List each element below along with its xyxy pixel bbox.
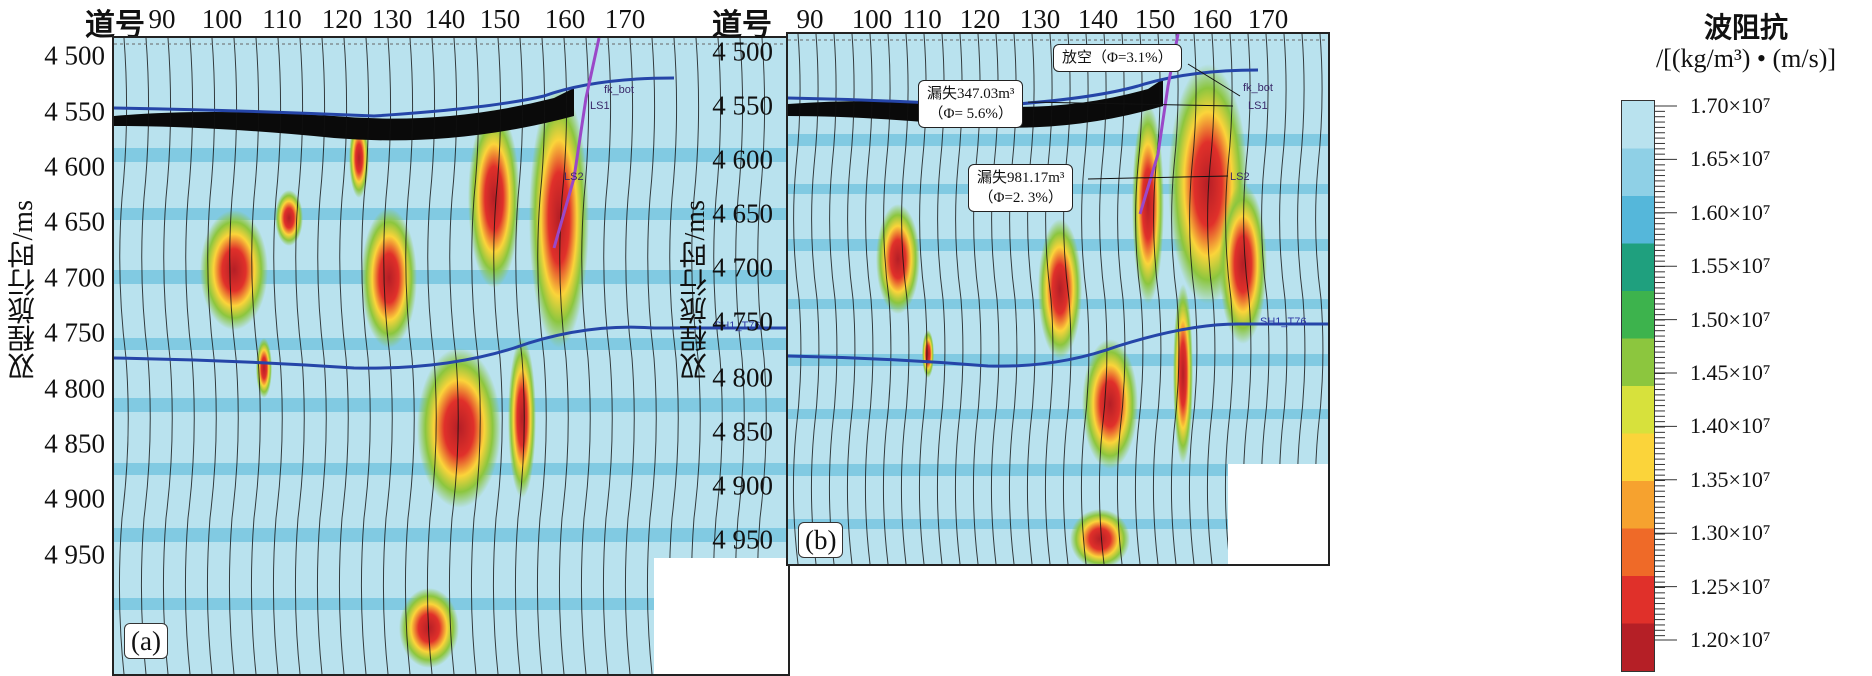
trace-tick: 90 xyxy=(796,4,824,34)
y-tick: 4 750 xyxy=(712,306,773,337)
trace-tick: 110 xyxy=(262,4,302,34)
colorbar-label: 1.65×10⁷ xyxy=(1690,146,1771,172)
colorbar-title-1: 波阻抗 xyxy=(1703,13,1788,44)
y-tick: 4 800 xyxy=(712,362,773,393)
callout-loss-2: 漏失981.17m³ （Φ=2. 3%） xyxy=(968,164,1074,212)
strong-reflector xyxy=(114,88,574,141)
y-tick: 4 550 xyxy=(712,90,773,121)
colorbar-label: 1.60×10⁷ xyxy=(1690,199,1771,225)
well-trajectory xyxy=(552,38,601,249)
trace-tick: 140 xyxy=(1077,4,1119,34)
trace-tick: 150 xyxy=(479,4,521,34)
panel-letter-b: (b) xyxy=(798,522,844,558)
trace-tick: 170 xyxy=(604,4,646,34)
trace-tick: 160 xyxy=(1191,4,1233,34)
horizon-label-b: SH1_T76 xyxy=(1260,316,1307,328)
seismic-section-b: fk_bot LS1 LS2 SH1_T76 放空（Φ=3.1%） 漏失347.… xyxy=(786,32,1330,566)
well-label-ls1: LS1 xyxy=(590,100,610,112)
no-data-region xyxy=(654,558,788,674)
trace-axis-header-b: 道号 xyxy=(712,9,772,42)
trace-tick: 170 xyxy=(1247,4,1289,34)
impedance-image-a xyxy=(114,38,788,674)
trace-tick: 160 xyxy=(544,4,586,34)
trace-tick: 110 xyxy=(902,4,942,34)
y-tick: 4 600 xyxy=(44,151,105,182)
y-tick: 4 550 xyxy=(44,96,105,127)
colorbar-label: 1.70×10⁷ xyxy=(1690,93,1771,118)
y-tick: 4 850 xyxy=(44,428,105,459)
y-tick: 4 650 xyxy=(44,206,105,237)
trace-tick: 150 xyxy=(1134,4,1176,34)
callout-leader-2 xyxy=(1027,101,1234,107)
callout-leader-1 xyxy=(1187,63,1241,97)
colorbar-label: 1.20×10⁷ xyxy=(1690,627,1771,652)
callout-line: 漏失981.17m³ xyxy=(977,170,1065,186)
y-tick: 4 950 xyxy=(44,539,105,570)
callout-line: 漏失347.03m³ xyxy=(927,86,1015,102)
y-tick: 4 600 xyxy=(712,144,773,175)
well-label-ls2: LS2 xyxy=(1230,171,1250,183)
trace-tick: 140 xyxy=(424,4,466,34)
y-tick: 4 750 xyxy=(44,317,105,348)
colorbar-title-2: /[(kg/m³) • (m/s)] xyxy=(1655,44,1837,73)
y-tick: 4 800 xyxy=(44,373,105,404)
y-tick: 4 950 xyxy=(712,524,773,555)
colorbar-label: 1.45×10⁷ xyxy=(1690,360,1771,385)
callout-loss-1: 漏失347.03m³ （Φ= 5.6%） xyxy=(918,80,1024,128)
trace-tick: 90 xyxy=(148,4,176,34)
y-tick: 4 900 xyxy=(712,470,773,501)
seismic-traces xyxy=(118,38,767,674)
well-label-fk-bot: fk_bot xyxy=(604,84,634,96)
y-tick: 4 500 xyxy=(712,36,773,67)
y-tick: 4 700 xyxy=(712,252,773,283)
colorbar xyxy=(1621,100,1655,672)
callout-line: （Φ=2. 3%） xyxy=(978,190,1063,206)
trace-tick: 120 xyxy=(321,4,363,34)
callout-blowout: 放空（Φ=3.1%） xyxy=(1053,44,1182,72)
panel-a: 道号 90 100 110 120 130 140 150 160 170 双程… xyxy=(0,0,800,676)
trace-tick: 100 xyxy=(851,4,893,34)
y-tick: 4 900 xyxy=(44,483,105,514)
colorbar-label: 1.35×10⁷ xyxy=(1690,466,1771,492)
colorbar-label: 1.55×10⁷ xyxy=(1690,253,1771,279)
colorbar-label: 1.30×10⁷ xyxy=(1690,520,1771,546)
trace-tick: 100 xyxy=(201,4,243,34)
panel-letter-a: (a) xyxy=(124,623,168,659)
seismic-section-a: fk_bot LS1 LS2 SH1_T76 (a) xyxy=(112,36,790,676)
horizon-t76-b xyxy=(788,322,1328,368)
panel-b: 道号 90 100 110 120 130 140 150 160 170 xyxy=(796,0,1600,676)
horizon-label: SH1_T76 xyxy=(714,320,761,332)
callout-line: （Φ= 5.6%） xyxy=(928,106,1013,122)
colorbar-label: 1.40×10⁷ xyxy=(1690,413,1771,439)
no-data-region-b xyxy=(1228,464,1328,564)
horizon-top-b xyxy=(788,68,1259,108)
colorbar-label: 1.25×10⁷ xyxy=(1690,573,1771,599)
trace-tick: 130 xyxy=(371,4,413,34)
trace-tick: 120 xyxy=(959,4,1001,34)
y-tick: 4 500 xyxy=(44,40,105,71)
well-label-fk-bot: fk_bot xyxy=(1243,82,1273,94)
y-tick: 4 650 xyxy=(712,198,773,229)
well-label-ls2: LS2 xyxy=(564,171,584,183)
y-tick: 4 700 xyxy=(44,262,105,293)
trace-tick: 130 xyxy=(1019,4,1061,34)
callout-line: 放空（Φ=3.1%） xyxy=(1062,50,1173,66)
horizon-t76 xyxy=(114,325,788,370)
impedance-image-b xyxy=(788,34,1328,564)
colorbar-label: 1.50×10⁷ xyxy=(1690,306,1771,332)
callout-leader-3 xyxy=(1087,175,1229,180)
well-label-ls1: LS1 xyxy=(1248,100,1268,112)
y-tick: 4 850 xyxy=(712,416,773,447)
low-impedance-anomalies-b xyxy=(876,64,1267,564)
colorbar-ticks xyxy=(1655,105,1677,641)
